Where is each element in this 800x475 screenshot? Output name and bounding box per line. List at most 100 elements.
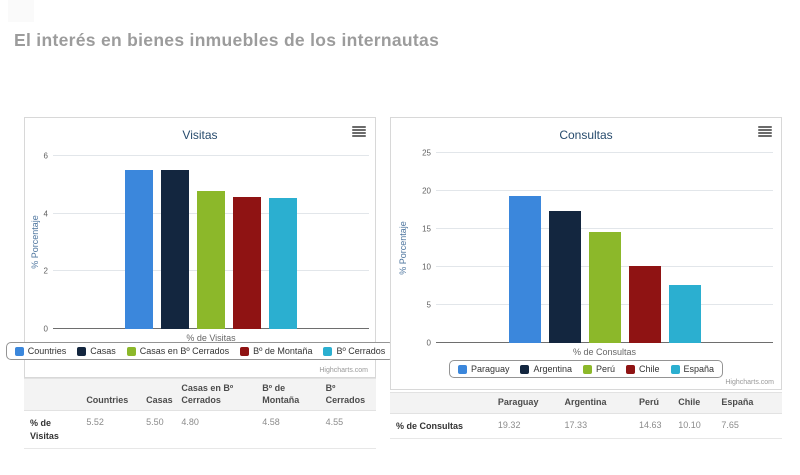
- legend-item-argentina[interactable]: Argentina: [520, 364, 572, 374]
- col-header-per: Perú: [633, 392, 673, 414]
- col-header-casas-en-b-cerrados: Casas en Bº Cerrados: [175, 377, 257, 412]
- legend-label: Casas: [90, 346, 116, 356]
- x-axis-title: % de Visitas: [186, 333, 236, 343]
- legend-label: Perú: [596, 364, 616, 374]
- value-b-de-monta-a: 4.58: [262, 417, 280, 428]
- value-espa-a: 7.65: [721, 419, 739, 430]
- bars: [436, 153, 773, 343]
- value-argentina: 17.33: [564, 419, 588, 430]
- legend-label: Casas en Bº Cerrados: [139, 346, 230, 356]
- consultas-data-table: Paraguay Argentina Perú Chile España % de Con…: [390, 392, 782, 439]
- chart-card-visitas: Visitas % Porcentaje 0 2 4 6 % de Visitas C…: [5, 117, 395, 378]
- legend-swatch-icon: [323, 346, 333, 356]
- col-header-chile: Chile: [672, 392, 716, 414]
- legend-swatch-icon: [126, 346, 136, 356]
- legend-item-countries[interactable]: Countries: [14, 346, 67, 356]
- col-header-paraguay: Paraguay: [491, 392, 559, 414]
- table-data-row: % de Consultas 19.32 17.33 14.63 10.10 7.65: [390, 413, 782, 439]
- row-label: % de Consultas: [396, 420, 464, 431]
- hamburger-icon[interactable]: [758, 126, 772, 137]
- y-tick-20: 20: [422, 186, 431, 196]
- chart-title: Consultas: [559, 128, 613, 142]
- table-header-row: Paraguay Argentina Perú Chile España: [390, 392, 782, 414]
- y-tick-10: 10: [422, 262, 431, 272]
- gridline-20: [436, 190, 773, 191]
- visitas-data-table: Countries Casas Casas en Bº Cerrados Bº de …: [24, 377, 376, 449]
- legend-item-b-de-monta-a[interactable]: Bº de Montaña: [240, 346, 312, 356]
- legend-item-chile[interactable]: Chile: [626, 364, 660, 374]
- credits-link[interactable]: Highcharts.com: [319, 367, 368, 374]
- table-header-row: Countries Casas Casas en Bº Cerrados Bº de …: [24, 377, 376, 412]
- value-countries: 5.52: [86, 417, 104, 428]
- y-tick-2: 2: [43, 266, 48, 276]
- col-header-b-de-monta-a: Bº de Montaña: [256, 377, 320, 412]
- legend-item-b-cerrados[interactable]: Bº Cerrados: [323, 346, 385, 356]
- y-tick-5: 5: [426, 300, 431, 310]
- legend-item-paraguay[interactable]: Paraguay: [457, 364, 510, 374]
- legend-swatch-icon: [670, 364, 680, 374]
- bar-b-de-monta-a[interactable]: [233, 196, 261, 329]
- hamburger-icon[interactable]: [352, 126, 366, 137]
- gridline-6: [53, 155, 369, 156]
- value-chile: 10.10: [678, 419, 701, 430]
- x-axis-title: % de Consultas: [572, 347, 637, 357]
- value-b-cerrados: 4.55: [325, 417, 344, 428]
- bar-casas[interactable]: [161, 170, 189, 329]
- bar-paraguay[interactable]: [508, 196, 541, 343]
- legend-box: Countries Casas Casas en Bº Cerrados Bº de …: [5, 342, 395, 360]
- bar-chile[interactable]: [628, 266, 661, 343]
- credits-link[interactable]: Highcharts.com: [725, 379, 774, 386]
- col-header-b-cerrados: Bº Cerrados: [319, 377, 376, 412]
- y-tick-4: 4: [43, 209, 48, 219]
- bar-per[interactable]: [588, 231, 621, 343]
- legend-swatch-icon: [626, 364, 636, 374]
- legend-label: Countries: [27, 346, 67, 356]
- legend-item-casas[interactable]: Casas: [77, 346, 116, 356]
- col-header-casas: Casas: [140, 377, 176, 412]
- y-tick-6: 6: [43, 151, 48, 161]
- bars: [53, 156, 369, 329]
- page-title: El interés en bienes inmuebles de los in…: [14, 30, 440, 50]
- row-label: % de Visitas: [30, 418, 59, 441]
- legend-label: Paraguay: [470, 364, 510, 374]
- legend-label: Bº de Montaña: [253, 346, 313, 356]
- legend-label: Chile: [639, 364, 660, 374]
- table-corner-cell: [24, 377, 81, 412]
- bar-casas-en-b-cerrados[interactable]: [197, 190, 225, 329]
- col-header-countries: Countries: [80, 377, 141, 412]
- table-corner-cell: [390, 392, 492, 414]
- corner-artifact: [8, 0, 34, 22]
- bar-b-cerrados[interactable]: [269, 197, 297, 329]
- y-tick-25: 25: [422, 148, 431, 158]
- legend: Paraguay Argentina Perú Chile España: [391, 360, 781, 378]
- chart-card-consultas: Consultas % Porcentaje 0 5 10 15 20 25 % de C…: [390, 117, 782, 390]
- legend-swatch-icon: [77, 346, 87, 356]
- value-per: 14.63: [639, 419, 662, 430]
- legend-label: Bº Cerrados: [336, 346, 386, 356]
- y-axis-title: % Porcentaje: [30, 215, 40, 269]
- y-axis-title: % Porcentaje: [398, 221, 408, 275]
- gridline-25: [436, 152, 773, 153]
- bar-argentina[interactable]: [548, 211, 581, 343]
- gridline-15: [436, 228, 773, 229]
- col-header-argentina: Argentina: [558, 392, 634, 414]
- col-header-espa-a: España: [715, 392, 782, 414]
- legend-box: Paraguay Argentina Perú Chile España: [448, 360, 724, 378]
- legend-item-per[interactable]: Perú: [583, 364, 615, 374]
- legend-label: España: [683, 364, 715, 374]
- legend-label: Argentina: [533, 364, 572, 374]
- bar-countries[interactable]: [125, 169, 153, 329]
- legend-swatch-icon: [520, 364, 530, 374]
- chart-title: Visitas: [182, 128, 218, 142]
- legend-item-espa-a[interactable]: España: [670, 364, 715, 374]
- legend: Countries Casas Casas en Bº Cerrados Bº de …: [5, 342, 395, 360]
- plot-area: 0 2 4 6: [44, 152, 369, 334]
- value-casas-en-b-cerrados: 4.80: [181, 417, 199, 428]
- y-tick-0: 0: [43, 324, 48, 334]
- legend-swatch-icon: [14, 346, 24, 356]
- y-tick-0: 0: [426, 338, 431, 348]
- legend-item-casas-en-b-cerrados[interactable]: Casas en Bº Cerrados: [126, 346, 230, 356]
- legend-swatch-icon: [240, 346, 250, 356]
- bar-espa-a[interactable]: [668, 284, 701, 343]
